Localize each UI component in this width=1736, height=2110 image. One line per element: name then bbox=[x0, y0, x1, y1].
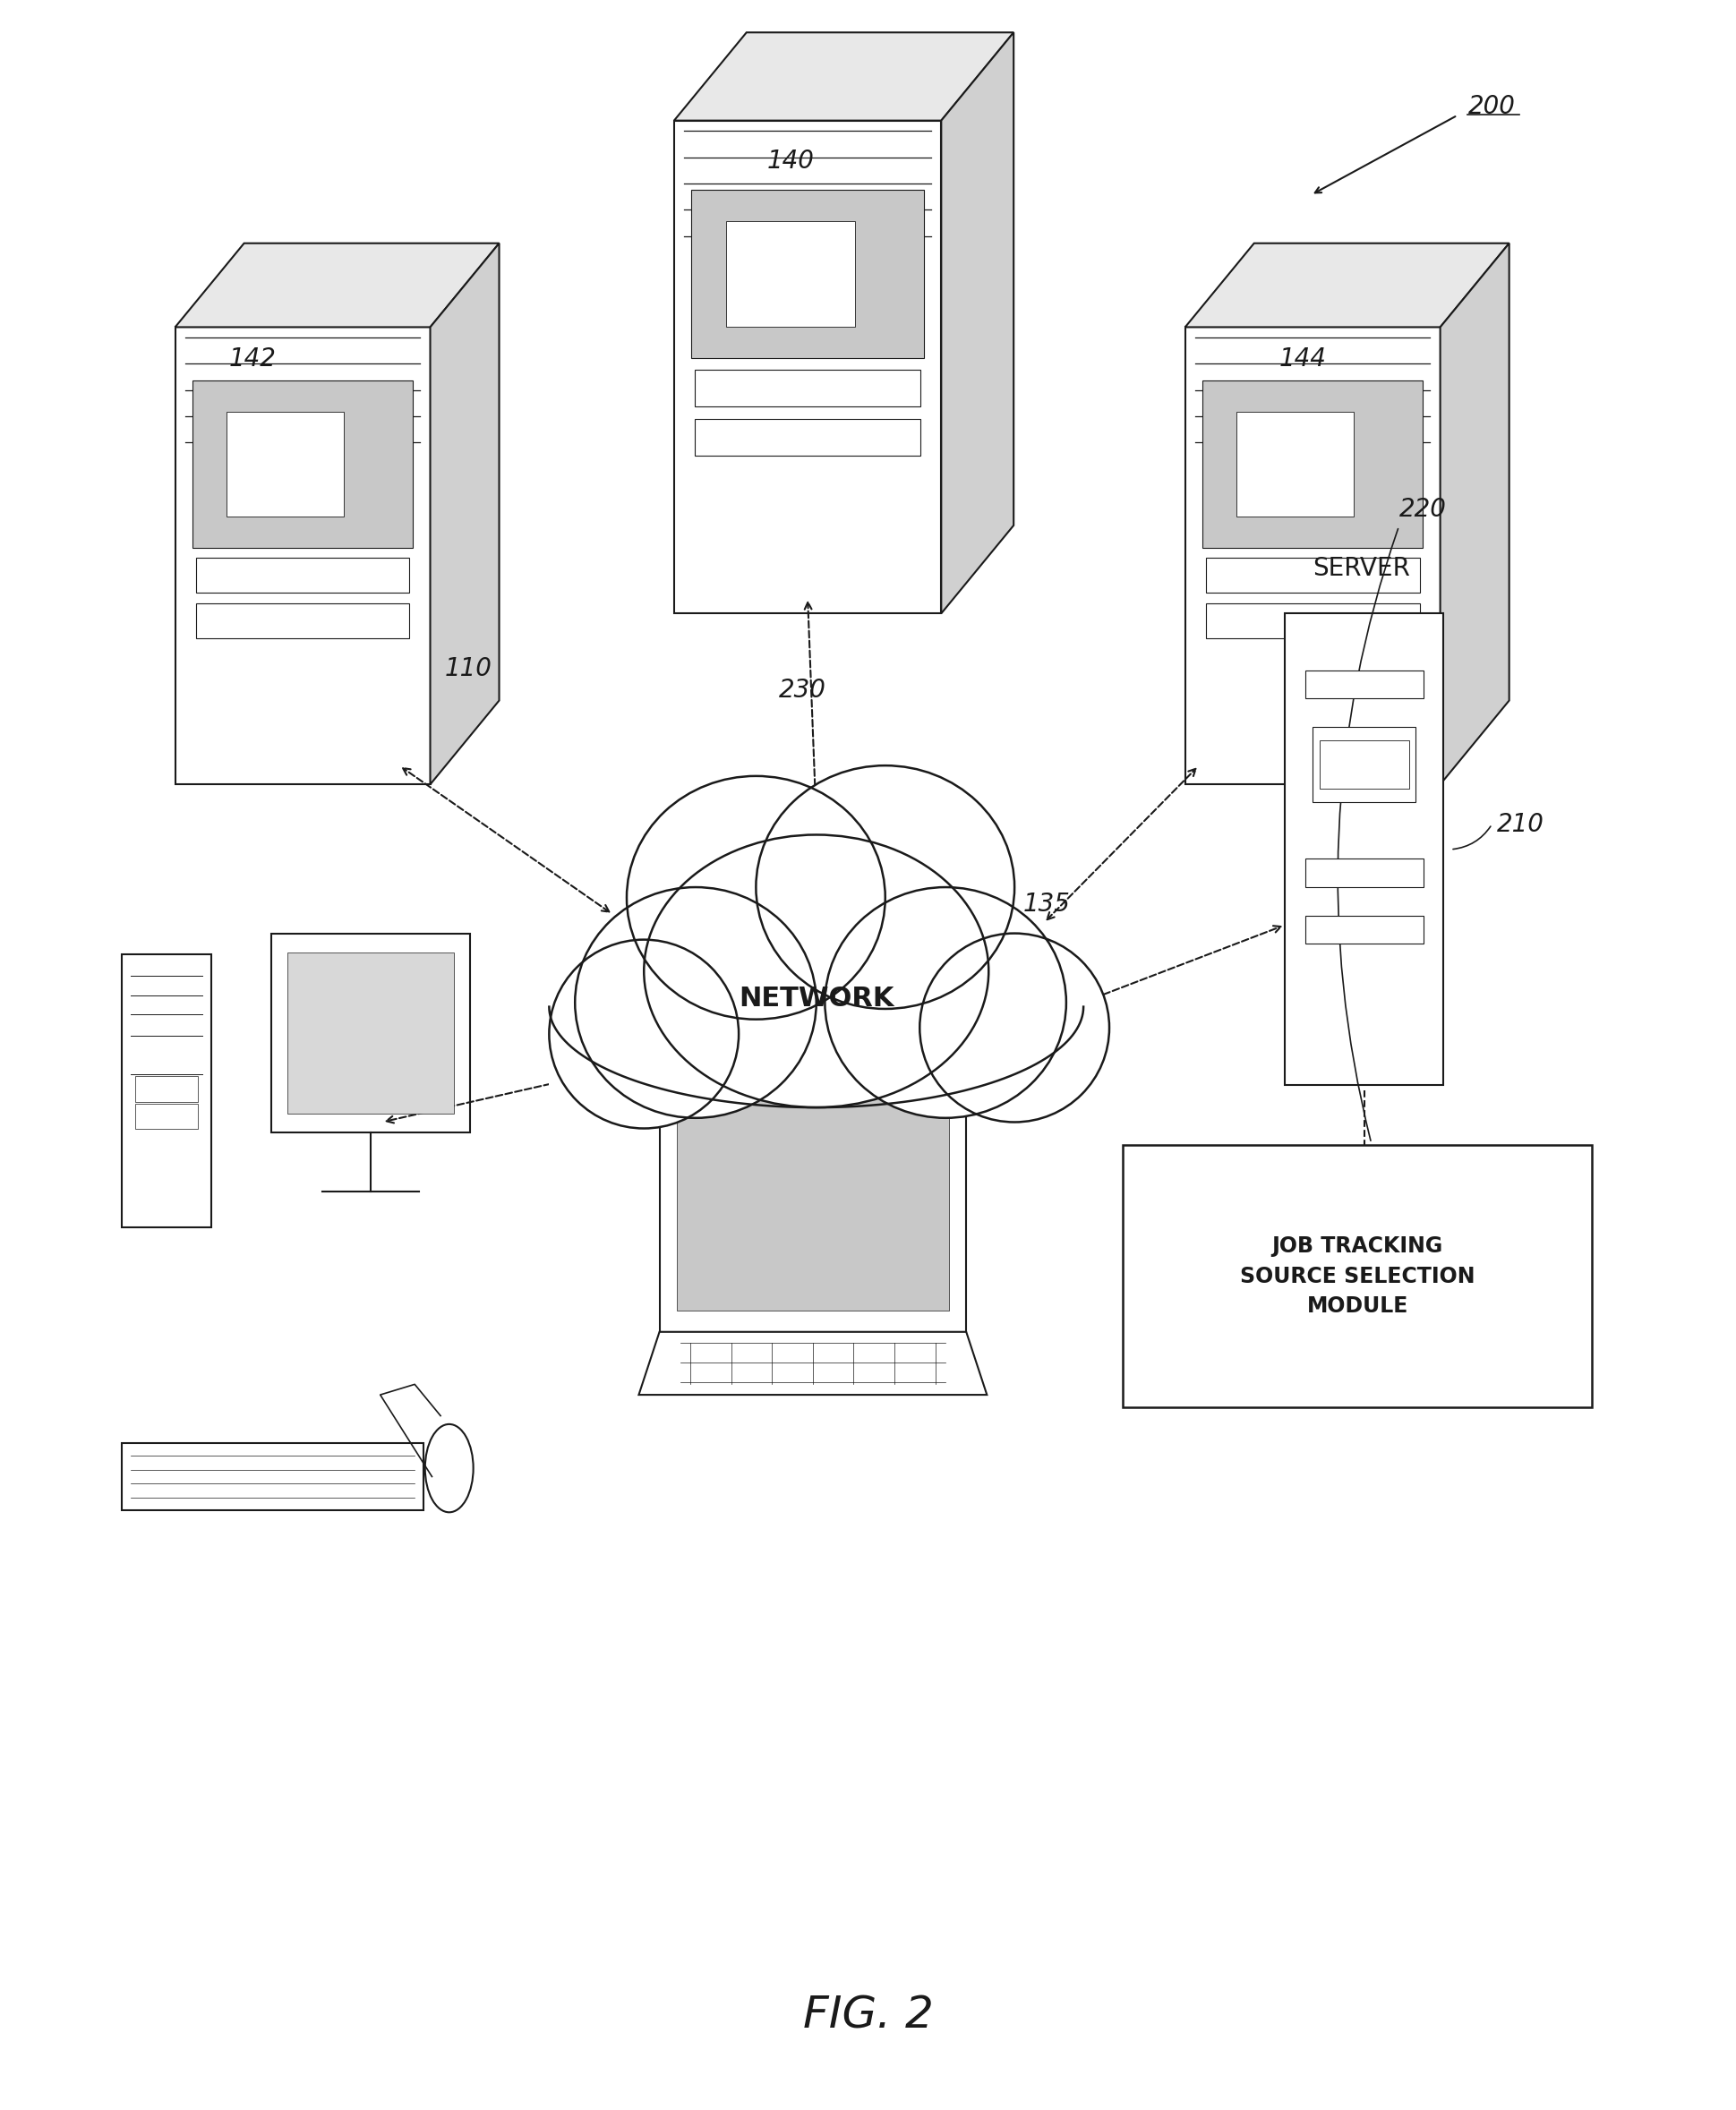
Text: 220: 220 bbox=[1399, 498, 1446, 521]
Polygon shape bbox=[1207, 557, 1420, 593]
Text: JOB TRACKING
SOURCE SELECTION
MODULE: JOB TRACKING SOURCE SELECTION MODULE bbox=[1240, 1236, 1476, 1317]
Polygon shape bbox=[1186, 243, 1509, 327]
Polygon shape bbox=[660, 1055, 967, 1331]
Polygon shape bbox=[135, 1076, 198, 1101]
Polygon shape bbox=[122, 1443, 424, 1511]
Polygon shape bbox=[1319, 741, 1410, 789]
Polygon shape bbox=[691, 190, 924, 359]
Polygon shape bbox=[1203, 380, 1424, 549]
Polygon shape bbox=[1207, 603, 1420, 637]
Polygon shape bbox=[1236, 411, 1354, 517]
Polygon shape bbox=[193, 380, 413, 549]
Polygon shape bbox=[1305, 671, 1424, 698]
Polygon shape bbox=[227, 411, 344, 517]
Text: FIG. 2: FIG. 2 bbox=[802, 1994, 934, 2036]
Polygon shape bbox=[941, 32, 1014, 614]
Text: SERVER: SERVER bbox=[1312, 555, 1410, 580]
Polygon shape bbox=[175, 243, 500, 327]
Polygon shape bbox=[196, 603, 410, 637]
Polygon shape bbox=[1305, 859, 1424, 886]
Polygon shape bbox=[1123, 1146, 1592, 1407]
Polygon shape bbox=[431, 243, 500, 785]
Polygon shape bbox=[726, 222, 856, 327]
Ellipse shape bbox=[425, 1424, 474, 1513]
Ellipse shape bbox=[825, 886, 1066, 1118]
Polygon shape bbox=[1441, 243, 1509, 785]
Polygon shape bbox=[1305, 916, 1424, 943]
Ellipse shape bbox=[575, 886, 816, 1118]
Polygon shape bbox=[1285, 614, 1444, 1085]
Polygon shape bbox=[694, 369, 920, 407]
Polygon shape bbox=[1312, 726, 1417, 802]
Polygon shape bbox=[674, 120, 941, 614]
Ellipse shape bbox=[644, 836, 988, 1108]
Text: NETWORK: NETWORK bbox=[738, 985, 894, 1011]
Polygon shape bbox=[286, 952, 455, 1114]
Bar bbox=[549, 950, 1083, 1097]
Ellipse shape bbox=[549, 939, 740, 1129]
Text: 110: 110 bbox=[444, 656, 491, 682]
Text: 140: 140 bbox=[767, 150, 814, 173]
Polygon shape bbox=[135, 1104, 198, 1129]
Text: 144: 144 bbox=[1279, 346, 1326, 371]
Polygon shape bbox=[677, 1076, 950, 1310]
Polygon shape bbox=[694, 418, 920, 456]
Text: 210: 210 bbox=[1496, 812, 1545, 838]
Polygon shape bbox=[271, 933, 470, 1133]
Polygon shape bbox=[122, 954, 212, 1228]
Text: 142: 142 bbox=[229, 346, 276, 371]
Polygon shape bbox=[1186, 327, 1441, 785]
Ellipse shape bbox=[920, 933, 1109, 1123]
Text: 230: 230 bbox=[779, 677, 826, 703]
Text: 135: 135 bbox=[1023, 890, 1071, 916]
Polygon shape bbox=[196, 557, 410, 593]
Text: 200: 200 bbox=[1469, 95, 1516, 120]
Ellipse shape bbox=[627, 776, 885, 1019]
Ellipse shape bbox=[755, 766, 1014, 1009]
Polygon shape bbox=[175, 327, 431, 785]
Polygon shape bbox=[674, 32, 1014, 120]
Polygon shape bbox=[639, 1331, 988, 1395]
